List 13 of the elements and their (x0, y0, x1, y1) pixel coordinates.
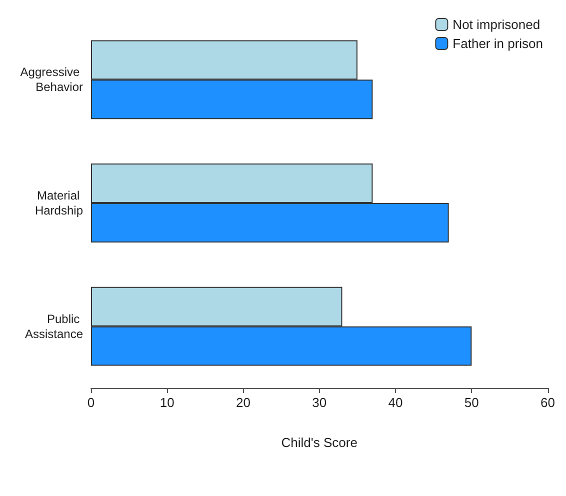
legend-label: Father in prison (452, 36, 544, 51)
x-tick-label: 60 (540, 395, 556, 410)
y-tick-label: Public Assistance (24, 312, 84, 341)
x-tick-label: 50 (464, 395, 479, 410)
x-tick-label: 30 (312, 395, 327, 410)
legend-label: Not imprisoned (452, 17, 540, 32)
x-tick-label: 20 (236, 395, 250, 410)
x-tick-label: 0 (87, 395, 95, 410)
x-axis-title: Child's Score (281, 435, 358, 450)
x-tick-label: 40 (388, 395, 403, 410)
y-tick-label: Material Hardship (34, 188, 84, 218)
y-tick-label: Aggressive Behavior (20, 65, 83, 94)
x-tick-label: 10 (160, 395, 174, 410)
